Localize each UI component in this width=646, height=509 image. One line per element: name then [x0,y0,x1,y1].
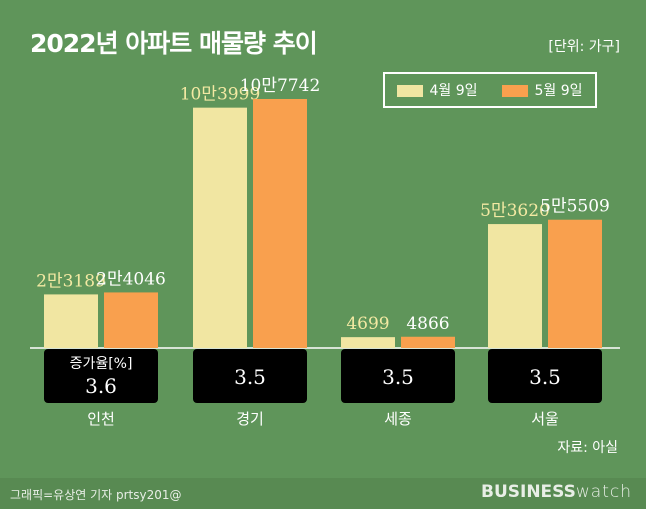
bar-인천-0 [44,294,98,348]
data-label: 10만3999 [180,85,261,105]
credit: 그래픽=유상연 기자 prtsy201@ [10,488,182,502]
chart-title: 2022년 아파트 매물량 추이 [30,29,318,58]
bar-서울-0 [488,224,542,348]
data-label: 5만5509 [540,197,610,217]
unit-label: [단위: 가구] [548,39,620,55]
bar-경기-0 [193,107,247,348]
source-label: 자료: 아실 [557,440,618,456]
rate-value: 3.5 [529,365,561,389]
category-label: 세종 [384,410,412,428]
logo: BUSINESSwatch [481,482,632,502]
bar-세종-0 [341,337,395,348]
rate-title: 증가율[%] [70,356,133,372]
legend-label: 5월 9일 [534,83,583,99]
rate-box [44,349,158,403]
rate-box [488,349,602,403]
rate-box [341,349,455,403]
data-label: 2만3189 [36,271,106,291]
bar-인천-1 [104,292,158,348]
rate-value: 3.5 [382,365,414,389]
data-label: 4866 [406,314,449,334]
legend-item-may: 5월 9일 [502,80,583,100]
legend: 4월 9일 5월 9일 [383,72,597,108]
footer: 그래픽=유상연 기자 prtsy201@ BUSINESSwatch [0,478,646,509]
category-label: 서울 [531,410,559,428]
data-label: 10만7742 [240,76,321,96]
data-label: 4699 [346,314,389,334]
category-label: 경기 [236,410,264,428]
rate-value: 3.6 [85,374,117,398]
logo-light: watch [575,482,632,502]
data-label: 2만4046 [96,269,166,289]
category-label: 인천 [87,410,115,428]
rate-box [193,349,307,403]
bar-서울-1 [548,219,602,348]
bar-세종-1 [401,336,455,348]
logo-bold: BUSINESS [480,482,576,502]
legend-item-april: 4월 9일 [397,80,478,100]
legend-label: 4월 9일 [429,83,478,99]
rate-value: 3.5 [234,365,266,389]
bar-경기-1 [253,99,307,348]
data-label: 5만3620 [480,201,550,221]
